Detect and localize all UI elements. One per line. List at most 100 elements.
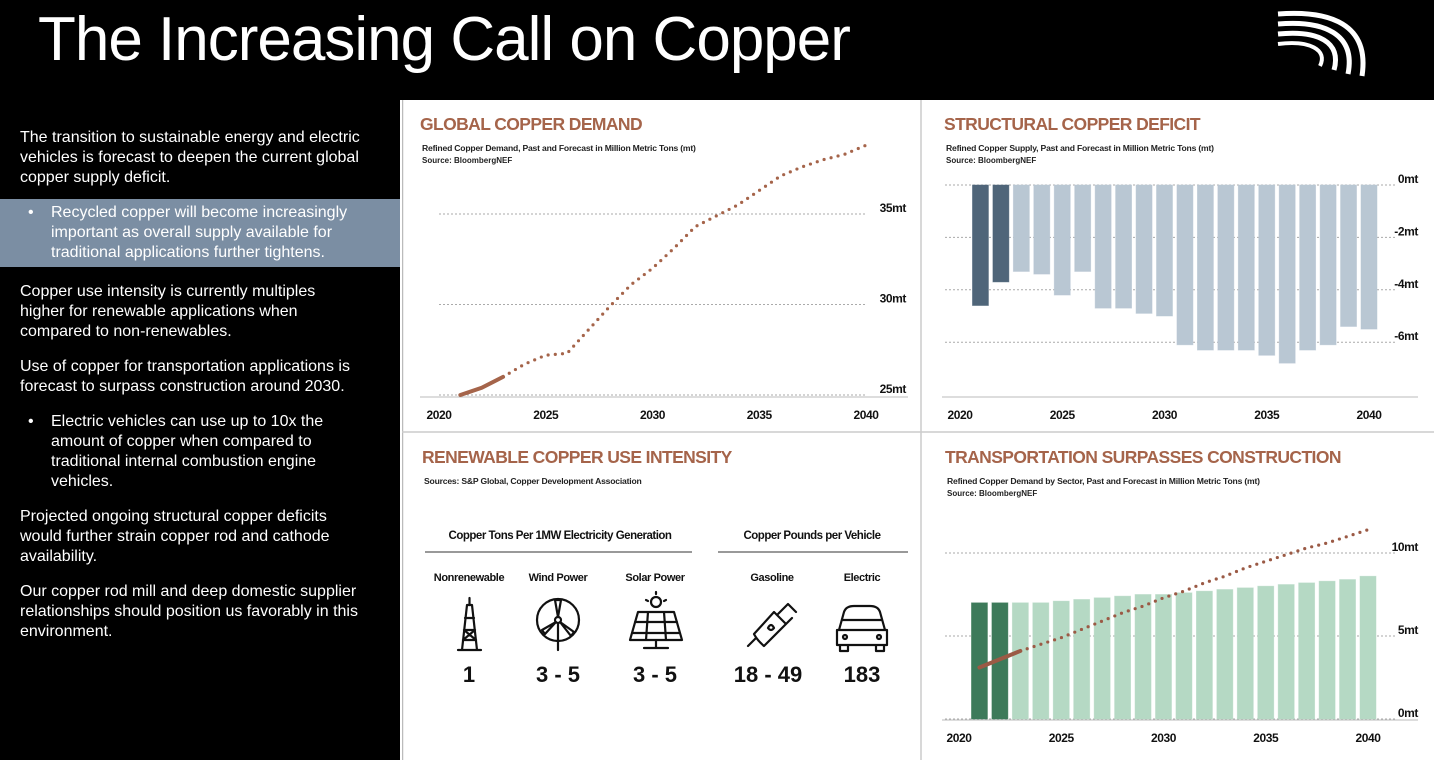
- line: [977, 648, 1023, 670]
- car-icon: [835, 604, 889, 653]
- logo: [1277, 10, 1366, 77]
- x-tick-label: 2020: [946, 731, 972, 745]
- chart-subtitle: Refined Copper Supply, Past and Forecast…: [946, 143, 1214, 153]
- x-tick-label: 2035: [1253, 731, 1279, 745]
- sidebar: The transition to sustainable energy and…: [0, 100, 400, 760]
- x-tick-label: 2040: [1356, 408, 1382, 422]
- line: [458, 374, 506, 397]
- x-tick-label: 2020: [426, 408, 452, 422]
- page-title: The Increasing Call on Copper: [38, 5, 851, 74]
- bar: [1175, 592, 1193, 720]
- y-tick-label: -4mt: [1394, 277, 1418, 291]
- chart-title: TRANSPORTATION SURPASSES CONSTRUCTION: [945, 447, 1341, 467]
- x-tick-label: 2030: [1151, 731, 1177, 745]
- bar: [1053, 184, 1071, 296]
- bar: [1156, 184, 1173, 317]
- header: The Increasing Call on Copper: [0, 0, 1434, 100]
- bar: [1339, 579, 1356, 720]
- bar: [1237, 184, 1255, 351]
- chart-subtitle: Refined Copper Demand, Past and Forecast…: [422, 143, 696, 153]
- y-tick-label: 0mt: [1398, 706, 1419, 720]
- line: [1018, 528, 1370, 653]
- item-value: 18 - 49: [734, 662, 803, 687]
- x-tick-label: 2040: [1355, 731, 1381, 745]
- oil-derrick-icon: [456, 596, 483, 652]
- item-value: 3 - 5: [633, 662, 677, 687]
- chart-subtitle: Refined Copper Demand by Sector, Past an…: [947, 476, 1260, 486]
- paragraph: The transition to sustainable energy and…: [20, 129, 360, 186]
- bar: [1318, 580, 1336, 720]
- item-value: 1: [463, 662, 475, 687]
- paragraph: Use of copper for transportation applica…: [20, 358, 350, 395]
- x-tick-label: 2025: [533, 408, 559, 422]
- bar: [1073, 599, 1091, 720]
- bar: [1074, 184, 1092, 272]
- intensity-panel: RENEWABLE COPPER USE INTENSITY Sources: …: [422, 447, 908, 687]
- y-tick-label: 30mt: [880, 292, 907, 306]
- fuel-pump-icon: [746, 602, 798, 648]
- bar: [1278, 184, 1296, 364]
- x-tick-label: 2040: [853, 408, 879, 422]
- bar: [1012, 184, 1030, 272]
- bar: [1115, 184, 1132, 309]
- x-tick-label: 2025: [1050, 408, 1076, 422]
- bar: [1319, 184, 1337, 346]
- x-tick-label: 2030: [640, 408, 666, 422]
- bar: [1217, 184, 1235, 351]
- x-tick-label: 2035: [747, 408, 773, 422]
- bar: [1257, 585, 1275, 720]
- y-tick-label: 25mt: [880, 382, 907, 396]
- bar: [972, 184, 989, 306]
- y-tick-label: 35mt: [880, 201, 907, 215]
- item-label: Electric: [844, 572, 881, 584]
- bar: [1114, 595, 1131, 720]
- solar-panel-icon: [628, 590, 684, 650]
- line: [501, 143, 868, 379]
- bar: [1277, 584, 1295, 720]
- chart-source: Source: BloombergNEF: [946, 156, 1036, 165]
- item-value: 183: [844, 662, 881, 687]
- bar: [1299, 184, 1317, 351]
- chart-title: GLOBAL COPPER DEMAND: [420, 114, 642, 134]
- y-tick-label: -2mt: [1394, 224, 1418, 238]
- bar: [1135, 184, 1153, 314]
- chart-title: STRUCTURAL COPPER DEFICIT: [944, 114, 1201, 134]
- bar: [1155, 594, 1172, 720]
- y-tick-label: 5mt: [1398, 623, 1419, 637]
- y-tick-label: 10mt: [1392, 540, 1419, 554]
- bar: [1052, 600, 1070, 720]
- item-label: Nonrenewable: [434, 572, 505, 584]
- paragraph: Our copper rod mill and deep domestic su…: [20, 583, 358, 640]
- panel-title: RENEWABLE COPPER USE INTENSITY: [422, 447, 733, 467]
- bar: [1011, 602, 1029, 720]
- bar: [971, 602, 988, 720]
- bar: [1236, 587, 1254, 720]
- bar: [1216, 589, 1234, 720]
- item-label: Gasoline: [750, 572, 794, 584]
- item-label: Wind Power: [529, 572, 589, 584]
- bar: [1033, 184, 1051, 275]
- bar: [1340, 184, 1357, 327]
- bar: [1094, 184, 1112, 309]
- bar: [1176, 184, 1194, 346]
- bar: [1093, 597, 1111, 720]
- x-tick-label: 2035: [1254, 408, 1280, 422]
- group-heading: Copper Pounds per Vehicle: [743, 530, 880, 542]
- bar: [1032, 602, 1050, 720]
- bar: [1134, 594, 1152, 720]
- bar: [1359, 575, 1377, 720]
- y-tick-label: -6mt: [1394, 329, 1418, 343]
- bullet-point: Electric vehicles can use up to 10x the …: [0, 412, 400, 492]
- y-tick-label: 0mt: [1398, 172, 1419, 186]
- x-tick-label: 2025: [1049, 731, 1075, 745]
- bullet-point: Recycled copper will become increasingly…: [0, 199, 400, 267]
- bar: [1258, 184, 1276, 356]
- group-heading: Copper Tons Per 1MW Electricity Generati…: [449, 530, 672, 542]
- x-tick-label: 2030: [1152, 408, 1178, 422]
- charts: RENEWABLE COPPER USE INTENSITY Sources: …: [402, 100, 1434, 760]
- chart-source: Source: BloombergNEF: [422, 156, 512, 165]
- paragraph: Copper use intensity is currently multip…: [20, 283, 316, 340]
- bar: [1196, 590, 1213, 720]
- bar: [992, 184, 1010, 283]
- bar: [1298, 582, 1316, 720]
